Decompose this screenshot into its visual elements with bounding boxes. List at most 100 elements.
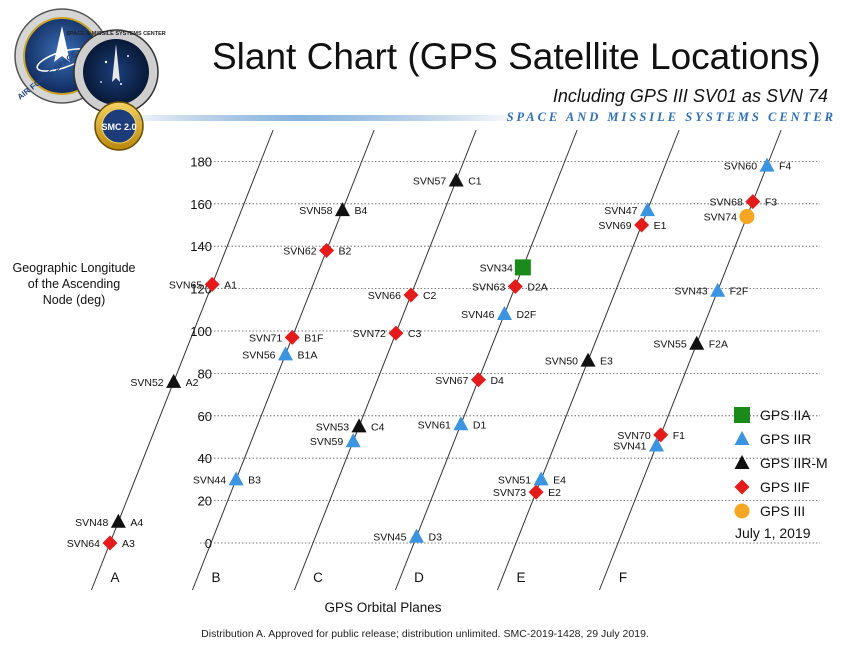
satellite-point: SVN34 bbox=[480, 259, 531, 276]
satellite-marker bbox=[533, 471, 549, 486]
satellite-marker bbox=[448, 172, 464, 187]
satellite-marker bbox=[759, 157, 775, 172]
satellite-marker bbox=[388, 325, 404, 341]
legend-marker bbox=[734, 479, 750, 495]
satellite-point: SVN71 B1F bbox=[249, 329, 323, 345]
svn-label: SVN56 bbox=[242, 349, 275, 361]
satellite-marker bbox=[204, 276, 220, 292]
legend-label: GPS III bbox=[760, 503, 805, 519]
x-tick-label: F bbox=[619, 570, 627, 585]
slot-label: A1 bbox=[224, 279, 237, 291]
svn-label: SVN63 bbox=[472, 281, 505, 293]
x-ticks: A B C D E F bbox=[110, 570, 627, 585]
y-axis-title: Geographic Longitude of the Ascending No… bbox=[12, 261, 135, 307]
legend-item: GPS IIR-M bbox=[734, 455, 828, 471]
satellite-point: SVN45 D3 bbox=[373, 528, 443, 544]
slot-label: F2A bbox=[709, 339, 728, 351]
slot-label: F1 bbox=[673, 430, 685, 442]
x-tick-label: C bbox=[313, 570, 323, 585]
x-tick-label: B bbox=[211, 570, 220, 585]
satellite-point: SVN41 bbox=[613, 437, 665, 452]
slot-label: B4 bbox=[354, 205, 367, 217]
legend-item: GPS IIF bbox=[734, 479, 810, 495]
y-tick-label: 180 bbox=[190, 154, 212, 169]
satellite-point: SVN67 D4 bbox=[435, 372, 504, 388]
legend-item: GPS IIA bbox=[734, 407, 811, 423]
satellite-point: SVN62 B2 bbox=[283, 242, 352, 258]
satellite-marker bbox=[634, 217, 650, 233]
page-title: Slant Chart (GPS Satellite Locations) bbox=[212, 36, 821, 77]
y-tick-label: 100 bbox=[190, 324, 212, 339]
satellite-marker bbox=[102, 535, 118, 551]
legend-item: GPS III bbox=[734, 503, 805, 519]
slot-label: E3 bbox=[600, 356, 613, 368]
svn-label: SVN71 bbox=[249, 332, 282, 344]
satellite-point: SVN57 C1 bbox=[413, 172, 482, 187]
svn-label: SVN74 bbox=[704, 212, 737, 224]
satellite-point: SVN74 bbox=[704, 209, 755, 225]
satellite-point: SVN65 A1 bbox=[169, 276, 237, 292]
satellite-point: SVN61 D1 bbox=[418, 416, 487, 431]
slot-label: D1 bbox=[473, 419, 487, 431]
satellite-point: SVN51 E4 bbox=[498, 471, 566, 486]
svn-label: SVN70 bbox=[617, 430, 650, 442]
satellite-point: SVN59 bbox=[310, 433, 361, 448]
slot-label: D2A bbox=[527, 281, 547, 293]
satellite-point: SVN68 F3 bbox=[710, 194, 777, 210]
slot-label: A3 bbox=[122, 538, 135, 550]
slot-label: F4 bbox=[779, 161, 791, 173]
svn-label: SVN53 bbox=[316, 421, 349, 433]
slot-label: D3 bbox=[429, 532, 443, 544]
legend: GPS IIA GPS IIR GPS IIR-M GPS IIF GPS III bbox=[734, 407, 828, 519]
legend-label: GPS IIR-M bbox=[760, 455, 828, 471]
svn-label: SVN50 bbox=[545, 356, 578, 368]
satellite-point: SVN69 E1 bbox=[598, 217, 667, 233]
slot-label: E2 bbox=[548, 487, 561, 499]
satellite-marker bbox=[278, 346, 294, 361]
legend-marker bbox=[734, 455, 750, 469]
satellite-marker bbox=[110, 513, 126, 528]
svn-label: SVN72 bbox=[353, 328, 386, 340]
svn-label: SVN41 bbox=[613, 440, 646, 452]
plane-line-d bbox=[394, 129, 578, 591]
satellite-point: SVN60 F4 bbox=[724, 157, 791, 173]
svn-label: SVN52 bbox=[130, 377, 163, 389]
satellite-point: SVN56 B1A bbox=[242, 346, 317, 361]
chart-date: July 1, 2019 bbox=[735, 525, 811, 541]
satellite-marker bbox=[689, 335, 705, 350]
satellite-point: SVN64 A3 bbox=[67, 535, 135, 551]
satellite-marker bbox=[528, 484, 544, 500]
legend-item: GPS IIR bbox=[734, 431, 811, 447]
y-axis-title-line: Node (deg) bbox=[43, 293, 106, 307]
satellite-marker bbox=[514, 259, 531, 276]
svn-label: SVN59 bbox=[310, 436, 343, 448]
y-axis-title-line: Geographic Longitude bbox=[12, 261, 135, 275]
satellite-point: SVN73 E2 bbox=[493, 484, 561, 500]
satellite-point: SVN50 E3 bbox=[545, 352, 613, 368]
x-tick-label: D bbox=[414, 570, 424, 585]
satellite-point: SVN63 D2A bbox=[472, 278, 548, 294]
slot-label: C2 bbox=[423, 290, 437, 302]
slot-label: D2F bbox=[516, 309, 536, 321]
satellite-point: SVN53 C4 bbox=[316, 418, 385, 433]
satellite-marker bbox=[334, 202, 350, 217]
svn-label: SVN34 bbox=[480, 262, 513, 274]
svn-label: SVN66 bbox=[368, 290, 401, 302]
legend-label: GPS IIR bbox=[760, 431, 811, 447]
logos: AIR FORCE SPACE SPACE & MISSILE SYSTEMS … bbox=[14, 8, 166, 151]
satellite-point: SVN58 B4 bbox=[299, 202, 367, 217]
smc-seal: SPACE & MISSILE SYSTEMS CENTER bbox=[66, 29, 166, 115]
svn-label: SVN45 bbox=[373, 532, 406, 544]
x-tick-label: E bbox=[516, 570, 525, 585]
svn-label: SVN62 bbox=[283, 245, 316, 257]
slot-label: B1A bbox=[298, 349, 318, 361]
y-tick-label: 0 bbox=[205, 536, 212, 551]
svn-label: SVN67 bbox=[435, 375, 468, 387]
satellite-point: SVN47 bbox=[604, 202, 655, 217]
smc-badge: SMC 2.0 bbox=[94, 101, 144, 151]
slot-label: A4 bbox=[130, 517, 143, 529]
x-axis-title: GPS Orbital Planes bbox=[324, 600, 441, 615]
satellite-marker bbox=[649, 437, 665, 452]
legend-marker bbox=[734, 431, 750, 445]
